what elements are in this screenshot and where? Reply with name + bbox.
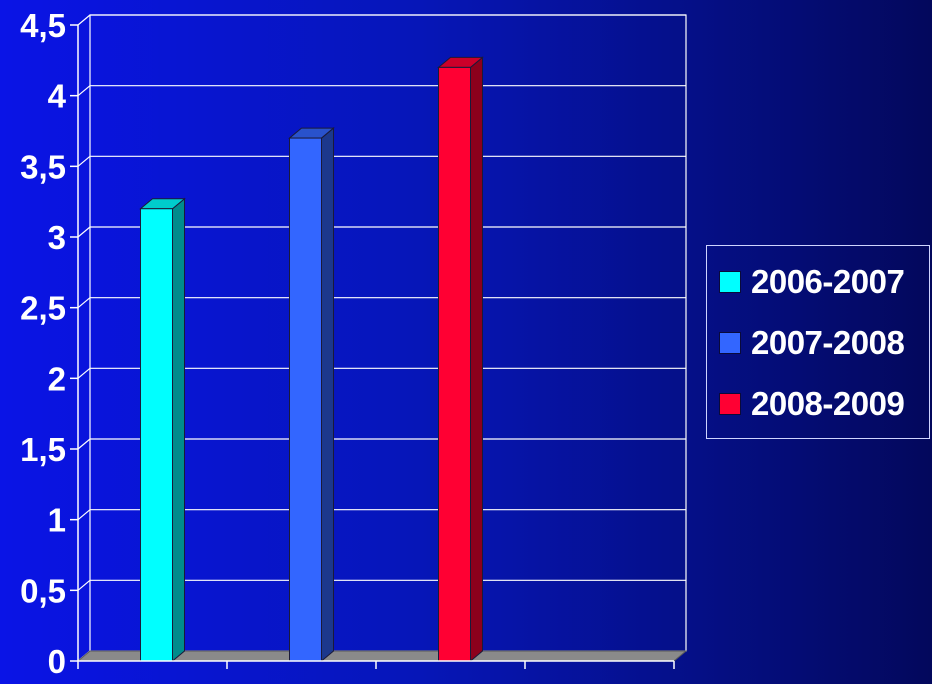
axes [70, 24, 675, 669]
y-tick-label: 1 [48, 502, 66, 539]
bar-2 [288, 126, 335, 663]
legend-swatch-3 [719, 393, 741, 415]
legend-label-2: 2007-2008 [751, 324, 905, 361]
y-tick-label: 3 [48, 219, 66, 256]
y-tick-label: 3,5 [20, 148, 66, 185]
gridline-depth [77, 14, 91, 26]
y-tick-label: 1,5 [20, 431, 66, 468]
legend-label-3: 2008-2009 [751, 385, 905, 422]
bar-side [172, 197, 185, 663]
y-tick-labels: 0 0,5 1 1,5 2 2,5 3 3,5 4 4,5 [20, 7, 67, 680]
legend-label-1: 2006-2007 [751, 263, 905, 300]
legend-swatch-2 [719, 332, 741, 354]
y-tick-label: 0 [48, 643, 66, 679]
bar-front [140, 208, 173, 662]
y-tick-label: 0,5 [20, 572, 66, 609]
gridline-depth [77, 155, 91, 167]
gridline-depth [77, 85, 91, 97]
gridline-depth [77, 438, 91, 450]
gridline-depth [77, 579, 91, 591]
bar-front [438, 66, 471, 662]
bar-side [470, 56, 483, 663]
bars [139, 56, 484, 663]
y-tick-label: 4 [48, 78, 67, 115]
gridline-depth [77, 297, 91, 309]
bar-front [289, 137, 322, 662]
legend-item-series-2: 2007-2008 [719, 323, 905, 363]
gridline-depth [77, 367, 91, 379]
y-tick-label: 4,5 [20, 7, 66, 44]
legend-swatch-1 [719, 271, 741, 293]
bar-side [321, 126, 334, 663]
bar-3 [437, 56, 484, 663]
y-tick-label: 2 [48, 360, 66, 397]
legend: 2006-2007 2007-2008 2008-2009 [706, 245, 930, 439]
gridline-depth [77, 509, 91, 521]
legend-item-series-3: 2008-2009 [719, 384, 905, 424]
legend-item-series-1: 2006-2007 [719, 262, 905, 302]
gridline-depth [77, 226, 91, 238]
y-tick-label: 2,5 [20, 290, 66, 327]
bar-1 [139, 197, 186, 663]
